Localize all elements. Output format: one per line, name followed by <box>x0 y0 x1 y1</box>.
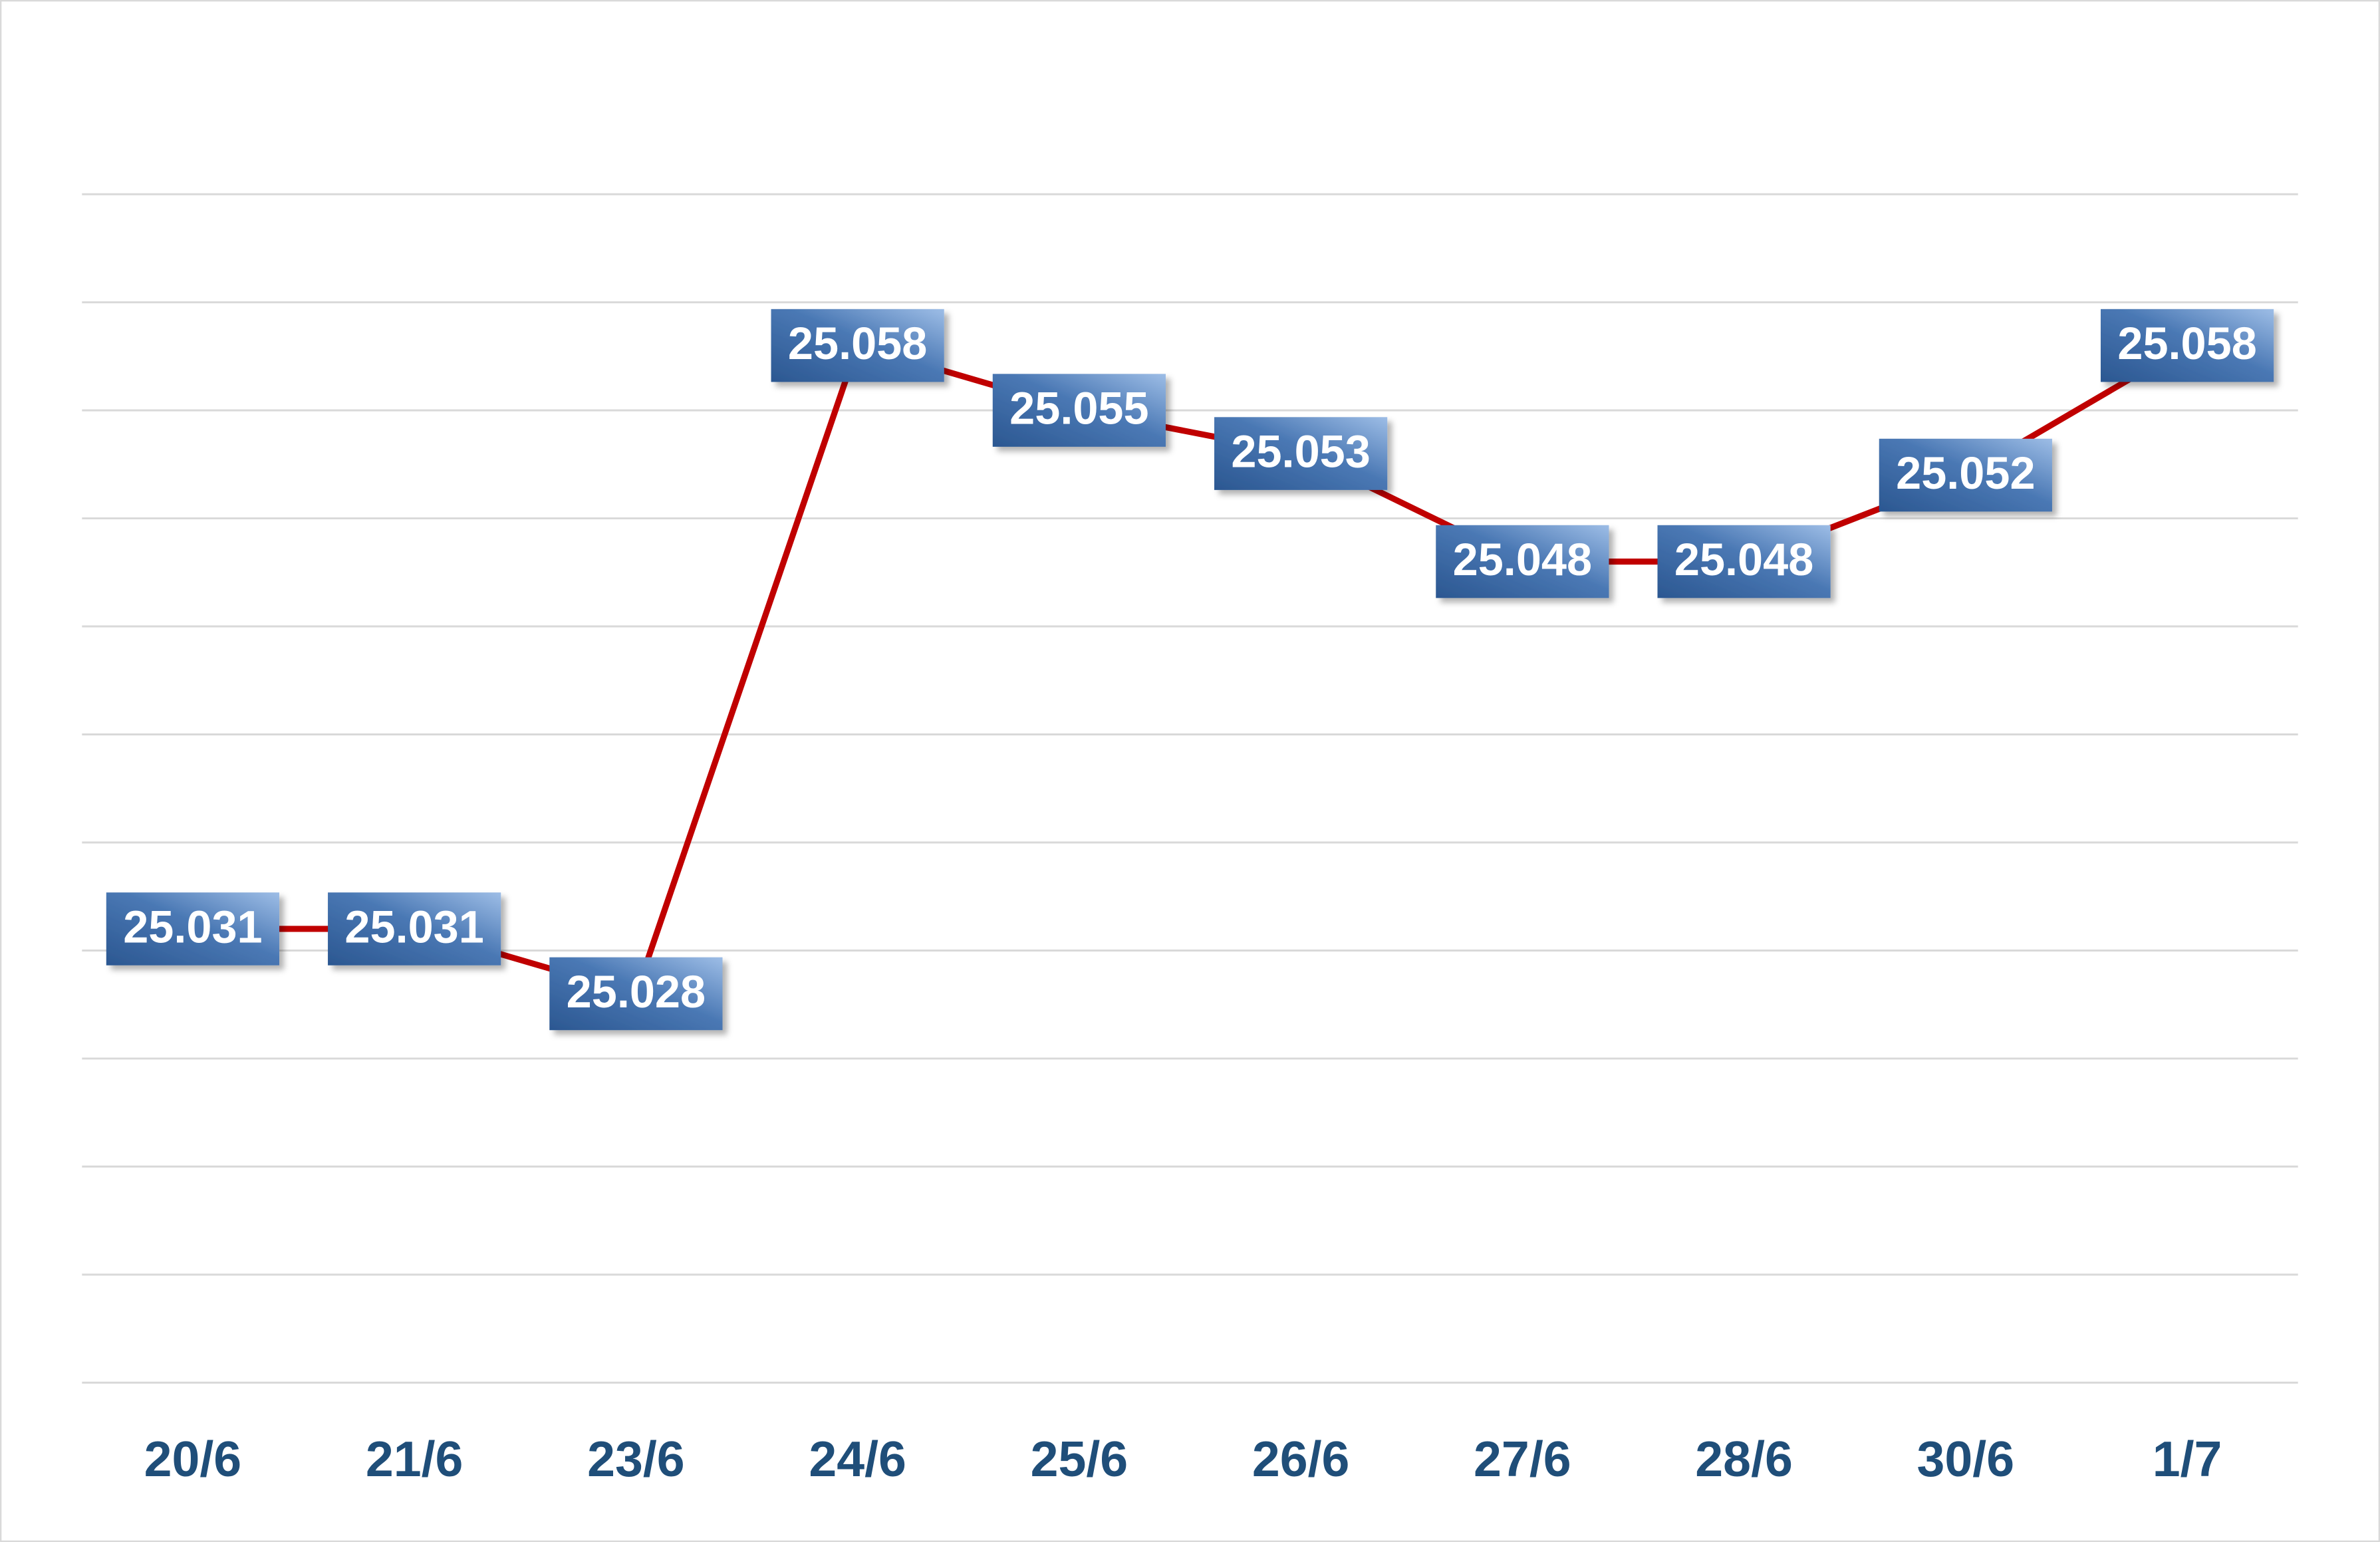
data-label-box <box>328 892 501 965</box>
data-label: 25.052 <box>1896 448 2035 499</box>
x-tick-label: 20/6 <box>144 1431 242 1487</box>
x-tick-label: 1/7 <box>2153 1431 2222 1487</box>
data-label-box <box>106 892 280 965</box>
x-tick-label: 30/6 <box>1917 1431 2015 1487</box>
x-tick-label: 24/6 <box>809 1431 906 1487</box>
x-tick-label: 25/6 <box>1031 1431 1128 1487</box>
data-label: 25.028 <box>567 966 706 1017</box>
data-label-box <box>771 309 944 382</box>
data-label: 25.031 <box>123 901 262 952</box>
data-label: 25.053 <box>1231 426 1370 477</box>
data-line <box>192 342 2189 997</box>
data-label: 25.055 <box>1009 382 1148 434</box>
x-tick-label: 27/6 <box>1474 1431 1571 1487</box>
data-label-box <box>549 957 723 1031</box>
x-tick-label: 21/6 <box>366 1431 463 1487</box>
data-label: 25.058 <box>788 318 927 369</box>
data-label-box <box>1657 525 1831 598</box>
data-label: 25.058 <box>2117 318 2256 369</box>
x-tick-label: 23/6 <box>587 1431 685 1487</box>
data-label: 25.048 <box>1453 534 1592 585</box>
data-label-box <box>1436 525 1609 598</box>
data-label-box <box>2100 309 2274 382</box>
data-label: 25.031 <box>344 901 483 952</box>
data-label-box <box>1214 417 1388 490</box>
x-tick-label: 26/6 <box>1252 1431 1350 1487</box>
data-label-box <box>992 374 1166 447</box>
data-label: 25.048 <box>1674 534 1813 585</box>
x-tick-label: 28/6 <box>1695 1431 1793 1487</box>
data-label-box <box>1879 438 2052 512</box>
